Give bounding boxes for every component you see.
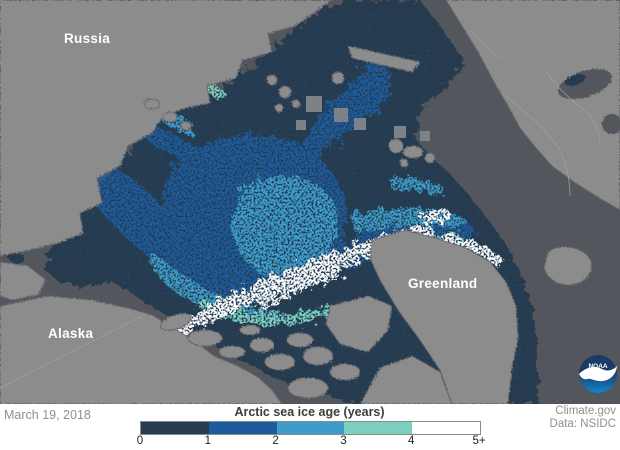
- legend-segment-2-3: [276, 422, 345, 434]
- noaa-logo-text: NOAA: [588, 363, 607, 370]
- label-russia: Russia: [64, 31, 110, 46]
- date-label: March 19, 2018: [4, 408, 91, 422]
- land-iceland: [543, 246, 592, 286]
- legend-segment-1-2: [208, 422, 277, 434]
- legend-segment-3-4: [344, 422, 413, 434]
- legend-tick-3: 3: [340, 435, 347, 447]
- nodata-patches: [296, 96, 430, 141]
- credit-source: Climate.gov: [555, 405, 616, 417]
- sea-ice-age-5plus: [112, 70, 505, 342]
- legend-tick-2: 2: [272, 435, 279, 447]
- legend-segment-0-1: [141, 422, 209, 434]
- legend-title: Arctic sea ice age (years): [234, 405, 385, 419]
- legend-bar: [140, 421, 481, 435]
- noaa-logo: NOAA: [579, 355, 617, 393]
- country-borders: [0, 29, 601, 389]
- legend-tick-1: 1: [204, 435, 211, 447]
- legend-segment-4-5+: [412, 422, 480, 434]
- land-alaska-canada: [0, 295, 283, 404]
- label-greenland: Greenland: [408, 276, 477, 291]
- legend-tick-4: 4: [407, 435, 415, 447]
- white-sea: [558, 68, 620, 134]
- credits: Climate.gov Data: NSIDC: [550, 405, 616, 431]
- footer: March 19, 2018 Arctic sea ice age (years…: [0, 404, 620, 450]
- legend-tick-0: 0: [136, 435, 144, 447]
- land-europe: [445, 0, 620, 211]
- map-canvas: Russia Alaska Greenland NOAA: [0, 0, 620, 404]
- label-alaska: Alaska: [48, 326, 94, 341]
- land-greenland: [369, 229, 519, 404]
- arctic-map: Russia Alaska Greenland NOAA: [0, 0, 620, 404]
- credit-data: Data: NSIDC: [549, 418, 616, 430]
- legend-tick-5+: 5+: [472, 435, 486, 447]
- landmasses: [0, 0, 620, 404]
